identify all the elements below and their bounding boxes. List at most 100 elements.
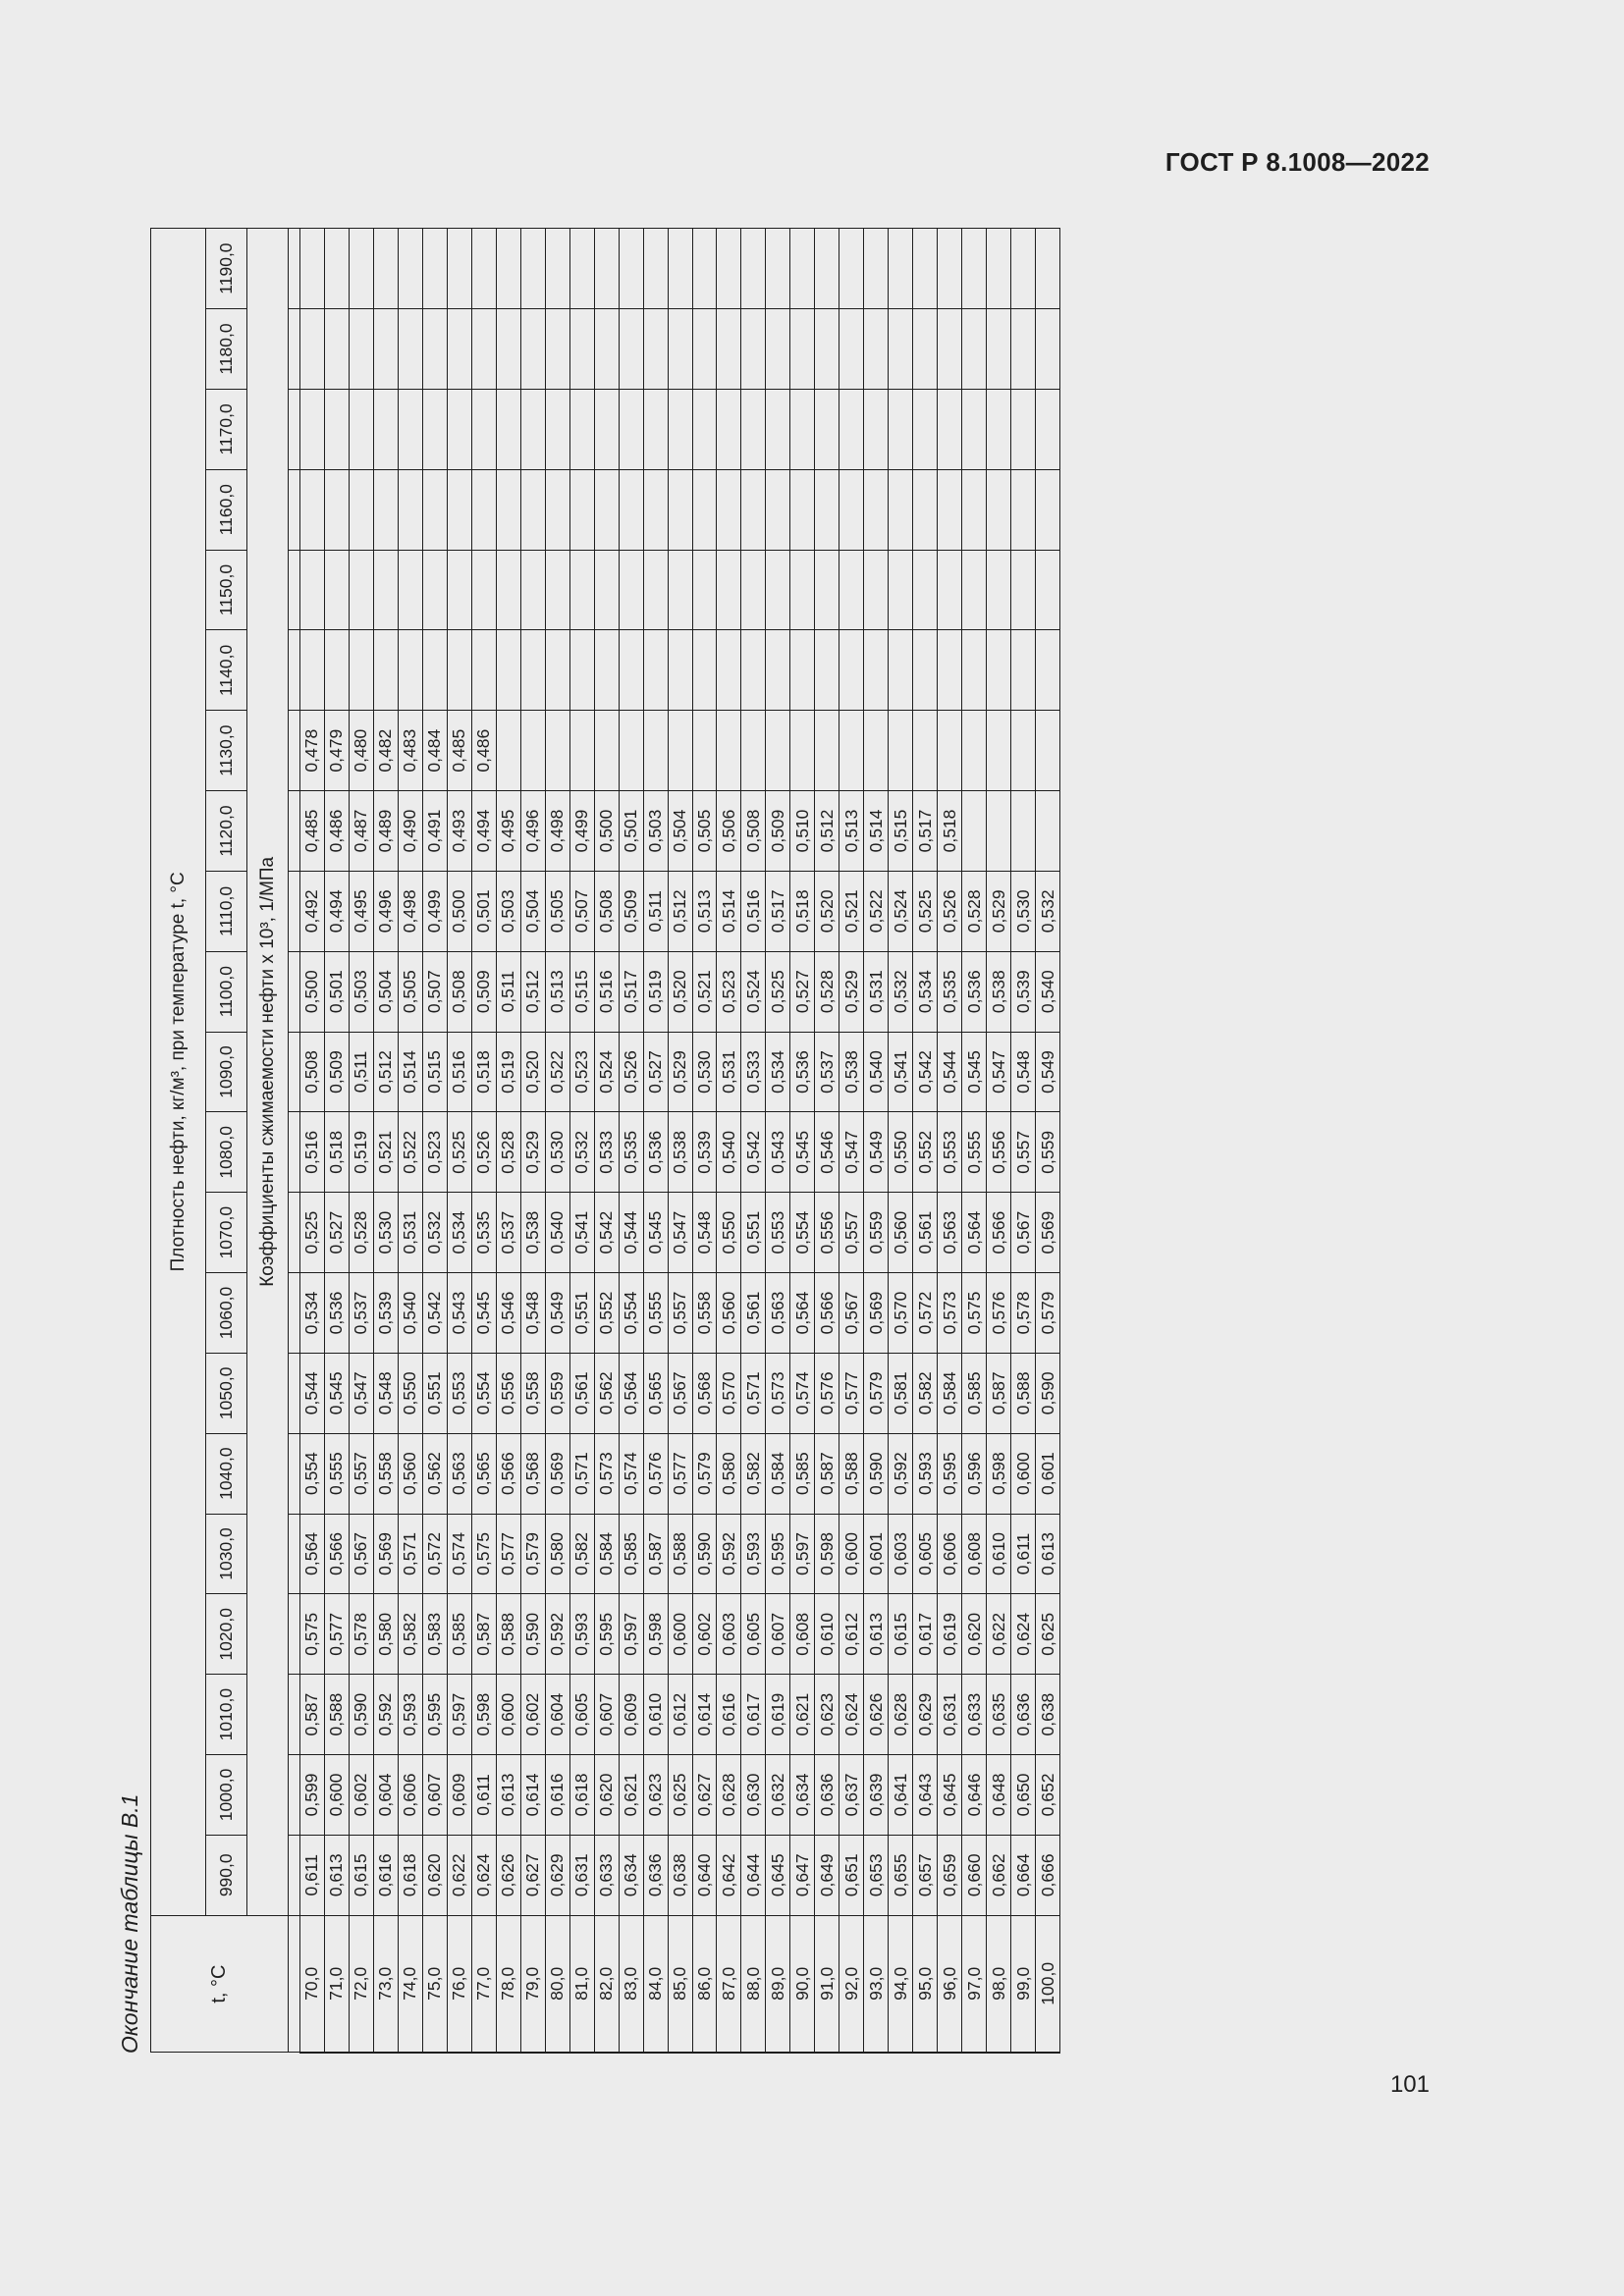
value-cell: 0,508 <box>594 871 620 952</box>
value-cell <box>520 389 546 470</box>
value-cell: 0,557 <box>1010 1111 1036 1193</box>
column-header: 1110,0 <box>205 871 247 952</box>
value-cell: 0,639 <box>863 1754 889 1836</box>
value-cell <box>692 469 717 551</box>
value-cell: 0,549 <box>863 1111 889 1193</box>
value-cell <box>619 629 644 711</box>
value-cell: 0,503 <box>496 871 521 952</box>
value-cell: 0,581 <box>888 1353 913 1434</box>
value-cell <box>668 469 692 551</box>
value-cell: 0,566 <box>324 1514 350 1594</box>
value-cell <box>765 308 790 390</box>
value-cell <box>716 710 741 791</box>
value-cell: 0,629 <box>545 1835 570 1916</box>
value-cell: 0,547 <box>668 1192 692 1273</box>
value-cell <box>594 550 620 630</box>
value-cell: 0,527 <box>789 951 815 1033</box>
table-row: 96,0 0,659 0,645 0,631 0,619 0,606 0,595 0,584 0… <box>937 228 962 2053</box>
value-cell <box>912 629 938 711</box>
header-spacer-cell <box>288 228 300 309</box>
value-cell: 0,536 <box>643 1111 669 1193</box>
value-cell: 0,545 <box>643 1192 669 1273</box>
value-cell <box>888 550 913 630</box>
value-cell: 0,523 <box>569 1032 595 1112</box>
value-cell <box>789 710 815 791</box>
value-cell: 0,610 <box>814 1593 839 1675</box>
value-cell: 0,542 <box>594 1192 620 1273</box>
value-cell <box>912 389 938 470</box>
value-cell: 0,613 <box>863 1593 889 1675</box>
value-cell: 0,592 <box>545 1593 570 1675</box>
value-cell: 0,608 <box>961 1514 987 1594</box>
value-cell <box>643 389 669 470</box>
value-cell: 0,625 <box>1035 1593 1060 1675</box>
value-cell <box>324 469 350 551</box>
value-cell: 0,638 <box>1035 1674 1060 1755</box>
value-cell: 0,514 <box>716 871 741 952</box>
value-cell <box>1010 389 1036 470</box>
value-cell <box>643 228 669 309</box>
value-cell <box>471 389 497 470</box>
value-cell: 0,494 <box>471 790 497 872</box>
temperature-cell: 92,0 <box>839 1915 864 2053</box>
value-cell: 0,532 <box>1035 871 1060 952</box>
value-cell: 0,545 <box>324 1353 350 1434</box>
value-cell: 0,609 <box>447 1754 472 1836</box>
column-header: 1120,0 <box>205 790 247 872</box>
value-cell: 0,613 <box>1035 1514 1060 1594</box>
temperature-cell: 82,0 <box>594 1915 620 2053</box>
value-cell <box>496 550 521 630</box>
value-cell: 0,587 <box>643 1514 669 1594</box>
value-cell: 0,526 <box>937 871 962 952</box>
temperature-cell: 95,0 <box>912 1915 938 2053</box>
value-cell <box>765 710 790 791</box>
value-cell <box>814 629 839 711</box>
value-cell: 0,556 <box>814 1192 839 1273</box>
value-cell <box>299 469 325 551</box>
value-cell: 0,585 <box>447 1593 472 1675</box>
header-spacer-cell <box>288 1514 300 1594</box>
value-cell: 0,579 <box>520 1514 546 1594</box>
value-cell: 0,564 <box>299 1514 325 1594</box>
value-cell <box>1010 469 1036 551</box>
value-cell <box>912 469 938 551</box>
value-cell: 0,570 <box>716 1353 741 1434</box>
value-cell <box>986 629 1011 711</box>
value-cell: 0,640 <box>692 1835 717 1916</box>
table-row: 100,0 0,666 0,652 0,638 0,625 0,613 0,601 0,590… <box>1035 228 1060 2053</box>
value-cell: 0,530 <box>545 1111 570 1193</box>
value-cell: 0,636 <box>643 1835 669 1916</box>
value-cell: 0,598 <box>986 1433 1011 1515</box>
value-cell: 0,512 <box>814 790 839 872</box>
value-cell: 0,602 <box>692 1593 717 1675</box>
rotated-table-block: Окончание таблицы В.1 t, °C Плотность неф… <box>113 228 1429 2054</box>
value-cell: 0,595 <box>422 1674 448 1755</box>
value-cell <box>496 710 521 791</box>
value-cell: 0,529 <box>839 951 864 1033</box>
value-cell: 0,501 <box>324 951 350 1033</box>
value-cell: 0,592 <box>373 1674 399 1755</box>
value-cell: 0,509 <box>324 1032 350 1112</box>
value-cell: 0,566 <box>814 1272 839 1354</box>
value-cell: 0,544 <box>619 1192 644 1273</box>
value-cell: 0,537 <box>496 1192 521 1273</box>
value-cell: 0,578 <box>349 1593 374 1675</box>
value-cell: 0,542 <box>912 1032 938 1112</box>
value-cell: 0,528 <box>496 1111 521 1193</box>
value-cell: 0,635 <box>986 1674 1011 1755</box>
value-cell <box>594 228 620 309</box>
value-cell <box>643 710 669 791</box>
header-spacer-cell <box>288 951 300 1033</box>
value-cell <box>594 710 620 791</box>
value-cell: 0,489 <box>373 790 399 872</box>
header-spacer-cell <box>288 629 300 711</box>
column-header: 1030,0 <box>205 1514 247 1594</box>
value-cell: 0,605 <box>569 1674 595 1755</box>
value-cell: 0,534 <box>299 1272 325 1354</box>
value-cell <box>765 469 790 551</box>
value-cell <box>619 469 644 551</box>
value-cell <box>789 469 815 551</box>
value-cell <box>937 389 962 470</box>
value-cell: 0,540 <box>863 1032 889 1112</box>
value-cell: 0,646 <box>961 1754 987 1836</box>
